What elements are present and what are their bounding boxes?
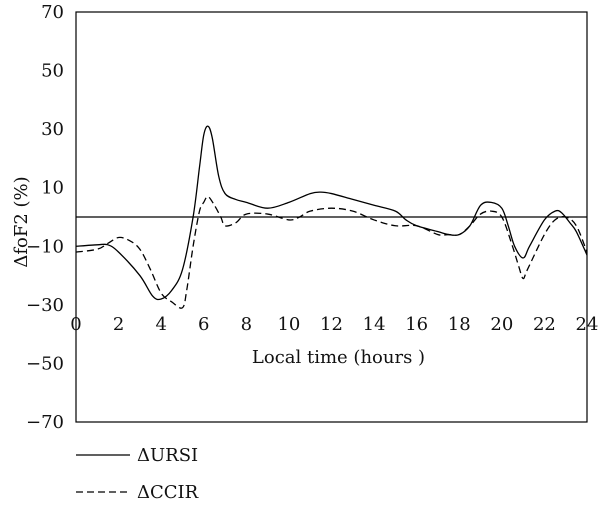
x-tick-label: 6 bbox=[198, 314, 209, 335]
x-axis-label: Local time (hours ) bbox=[252, 347, 425, 368]
x-tick-label: 12 bbox=[320, 314, 343, 335]
legend-label: ΔURSI bbox=[137, 445, 198, 466]
y-tick-label: −70 bbox=[26, 412, 64, 433]
x-tick-label: 8 bbox=[241, 314, 252, 335]
x-tick-label: 0 bbox=[70, 314, 81, 335]
series-line-ursi bbox=[75, 125, 588, 301]
x-tick-label: 14 bbox=[363, 314, 386, 335]
y-tick-label: −50 bbox=[26, 353, 64, 374]
x-tick-label: 22 bbox=[533, 314, 556, 335]
y-tick-label: 30 bbox=[41, 119, 64, 140]
y-tick-label: 70 bbox=[41, 2, 64, 23]
legend-label: ΔCCIR bbox=[137, 482, 199, 503]
y-tick-label: −30 bbox=[26, 295, 64, 316]
y-tick-label: 50 bbox=[41, 61, 64, 82]
x-tick-label: 24 bbox=[576, 314, 599, 335]
x-tick-label: 10 bbox=[277, 314, 300, 335]
x-tick-label: 2 bbox=[113, 314, 124, 335]
x-tick-label: 4 bbox=[155, 314, 166, 335]
y-tick-label: −10 bbox=[26, 236, 64, 257]
y-tick-label: 10 bbox=[41, 178, 64, 199]
x-tick-label: 20 bbox=[490, 314, 513, 335]
x-tick-label: 18 bbox=[448, 314, 471, 335]
y-axis-label: ΔfoF2 (%) bbox=[11, 176, 32, 267]
x-tick-label: 16 bbox=[405, 314, 428, 335]
series-line-ccir bbox=[75, 195, 588, 309]
